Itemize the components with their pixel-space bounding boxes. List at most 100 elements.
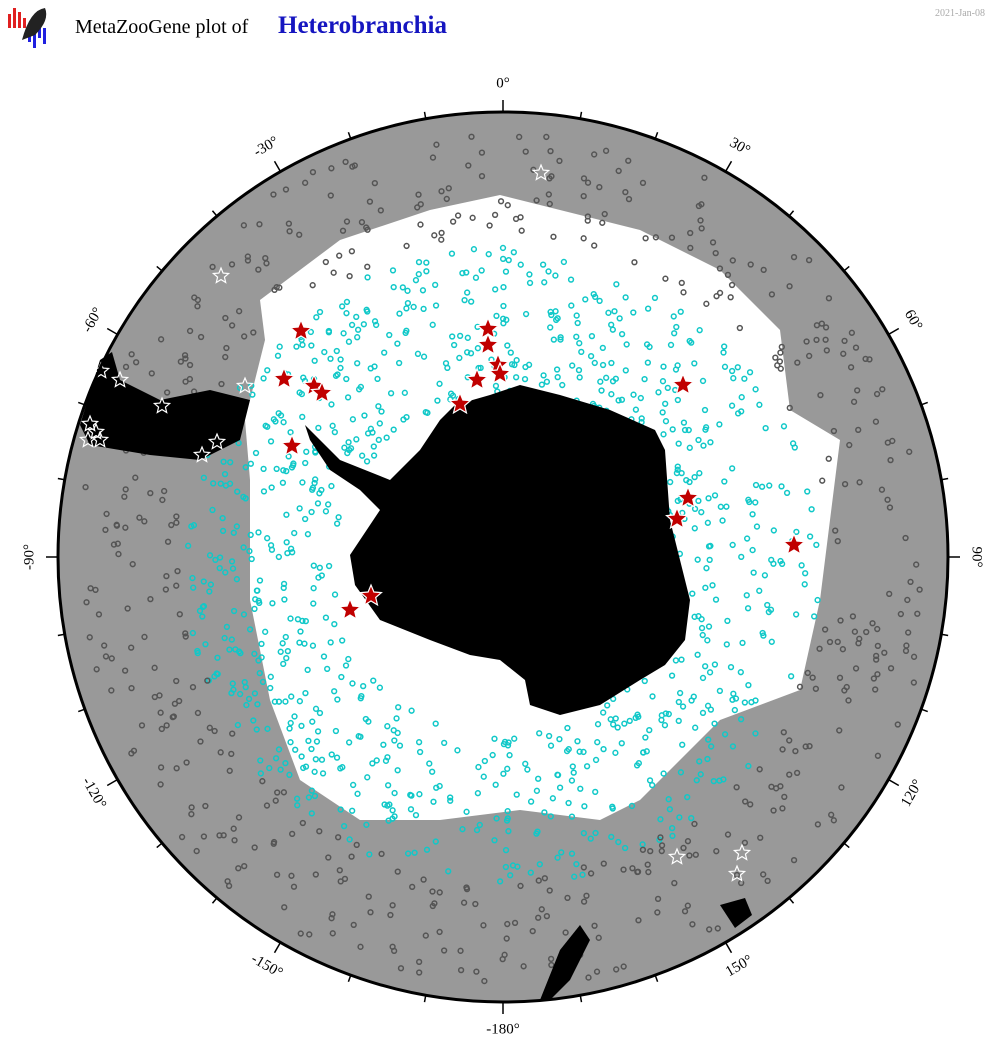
ocean-sample — [897, 610, 905, 618]
ice-sample — [463, 349, 471, 356]
ocean-sample — [772, 354, 779, 361]
ice-sample — [670, 313, 677, 320]
ocean-sample — [825, 295, 833, 302]
ocean-sample — [299, 819, 306, 827]
ice-sample — [256, 599, 263, 607]
ice-sample — [340, 330, 347, 337]
ice-sample — [344, 394, 352, 401]
ocean-sample — [870, 675, 878, 682]
ice-sample — [240, 611, 248, 618]
star-marker — [667, 847, 687, 865]
ocean-sample — [777, 783, 784, 790]
ocean-sample — [703, 300, 710, 307]
ice-sample — [660, 363, 667, 370]
ice-sample — [558, 849, 565, 856]
ice-sample — [234, 721, 242, 729]
ice-sample — [360, 682, 367, 690]
ocean-sample — [342, 158, 349, 165]
ice-sample — [280, 584, 287, 592]
ice-sample — [230, 607, 238, 615]
ice-sample — [674, 362, 681, 369]
ice-sample — [395, 359, 403, 367]
ice-sample — [609, 803, 616, 810]
ice-sample — [777, 557, 784, 565]
star-marker — [310, 380, 334, 404]
ice-sample — [349, 416, 357, 423]
ocean-sample — [816, 645, 823, 652]
ocean-sample — [905, 629, 912, 636]
ocean-sample — [457, 966, 465, 974]
tick — [273, 160, 282, 172]
ocean-sample — [358, 219, 366, 226]
ice-sample — [399, 284, 406, 291]
ice-sample — [287, 615, 294, 622]
ocean-sample — [591, 242, 598, 249]
ice-sample — [332, 727, 340, 735]
ocean-sample — [902, 647, 910, 655]
ice-sample — [680, 419, 688, 426]
ocean-sample — [364, 263, 371, 270]
ice-sample — [597, 378, 604, 385]
ice-sample — [236, 690, 244, 698]
ice-sample — [581, 803, 588, 810]
ice-sample — [194, 647, 201, 655]
ice-sample — [507, 872, 514, 879]
ocean-sample — [836, 727, 843, 734]
ice-sample — [766, 482, 773, 489]
ocean-sample — [736, 324, 743, 332]
ice-sample — [768, 638, 775, 645]
tasmania — [720, 898, 752, 928]
ice-sample — [729, 743, 737, 750]
star-marker — [280, 433, 304, 457]
ocean-sample — [671, 879, 678, 887]
ice-sample — [324, 665, 331, 673]
ocean-sample — [365, 893, 372, 900]
ice-sample — [374, 375, 381, 383]
star-marker — [91, 361, 111, 379]
ocean-sample — [322, 258, 329, 266]
ocean-sample — [654, 909, 661, 916]
ice-sample — [314, 500, 322, 507]
ice-sample — [322, 614, 330, 621]
ice-sample — [319, 770, 327, 777]
ocean-sample — [786, 771, 793, 778]
ocean-sample — [779, 746, 786, 753]
ocean-sample — [148, 370, 155, 377]
ice-sample — [738, 408, 745, 415]
ice-sample — [217, 480, 224, 487]
star-marker — [86, 422, 106, 440]
ocean-sample — [132, 359, 140, 366]
ocean-sample — [241, 333, 248, 340]
ocean-sample — [472, 900, 479, 908]
ice-sample — [214, 654, 221, 661]
ice-sample — [607, 716, 614, 723]
ice-sample — [688, 814, 695, 822]
ocean-sample — [241, 863, 248, 870]
ocean-sample — [124, 605, 131, 612]
ocean-sample — [193, 847, 200, 855]
ice-sample — [221, 634, 228, 642]
ocean-sample — [841, 480, 849, 488]
ice-sample — [468, 298, 475, 305]
star-marker — [211, 266, 231, 284]
ocean-sample — [678, 279, 685, 287]
ice-sample — [690, 693, 697, 700]
ice-sample — [696, 470, 703, 477]
tick — [788, 210, 795, 217]
ice-sample — [698, 509, 705, 516]
ice-sample — [349, 807, 356, 814]
ocean-sample — [121, 667, 129, 674]
ice-sample — [404, 287, 411, 294]
ocean-sample — [194, 709, 202, 717]
ocean-sample — [108, 687, 115, 694]
star-marker — [732, 843, 752, 861]
ice-sample — [242, 464, 249, 471]
logo — [8, 8, 47, 48]
ice-sample — [753, 523, 761, 530]
ocean-sample — [101, 642, 108, 649]
ice-sample — [228, 558, 236, 565]
longitude-label: -150° — [248, 951, 285, 982]
ocean-sample — [158, 725, 165, 733]
ice-sample — [327, 355, 334, 362]
ocean-sample — [497, 198, 505, 205]
